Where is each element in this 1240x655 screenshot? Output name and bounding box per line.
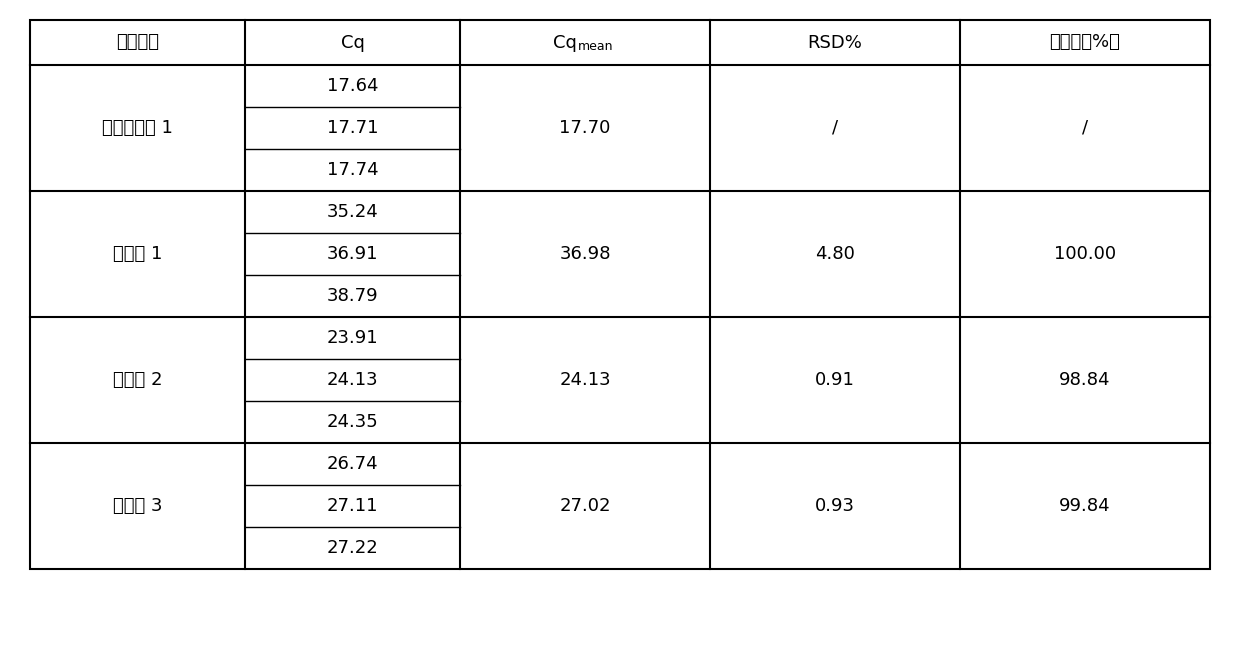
Text: 4.80: 4.80	[815, 245, 854, 263]
Text: 24.13: 24.13	[559, 371, 611, 389]
Text: 17.74: 17.74	[326, 161, 378, 179]
Text: 36.98: 36.98	[559, 245, 611, 263]
Text: 17.64: 17.64	[327, 77, 378, 95]
Text: 27.11: 27.11	[327, 497, 378, 515]
Text: 26.74: 26.74	[326, 455, 378, 473]
Text: 35.24: 35.24	[326, 203, 378, 221]
Text: 36.91: 36.91	[327, 245, 378, 263]
Text: 27.02: 27.02	[559, 497, 611, 515]
Text: 清除率（%）: 清除率（%）	[1049, 33, 1121, 52]
Text: 阳性对照组 1: 阳性对照组 1	[102, 119, 172, 137]
Text: mean: mean	[578, 40, 614, 53]
Text: 27.22: 27.22	[326, 539, 378, 557]
Text: 实施例 2: 实施例 2	[113, 371, 162, 389]
Text: 实施组别: 实施组别	[117, 33, 159, 52]
Bar	[30, 20, 1210, 569]
Text: 100.00: 100.00	[1054, 245, 1116, 263]
Text: /: /	[832, 119, 838, 137]
Text: 实施例 1: 实施例 1	[113, 245, 162, 263]
Text: Cq: Cq	[341, 33, 365, 52]
Text: /: /	[1083, 119, 1087, 137]
Text: RSD%: RSD%	[807, 33, 863, 52]
Text: 17.71: 17.71	[327, 119, 378, 137]
Text: 实施例 3: 实施例 3	[113, 497, 162, 515]
Text: 24.13: 24.13	[326, 371, 378, 389]
Text: Cq: Cq	[553, 33, 577, 52]
Text: 17.70: 17.70	[559, 119, 610, 137]
Text: 38.79: 38.79	[326, 287, 378, 305]
Text: 98.84: 98.84	[1059, 371, 1111, 389]
Text: 0.91: 0.91	[815, 371, 854, 389]
Text: 0.93: 0.93	[815, 497, 856, 515]
Text: 99.84: 99.84	[1059, 497, 1111, 515]
Text: 24.35: 24.35	[326, 413, 378, 431]
Text: 23.91: 23.91	[326, 329, 378, 347]
